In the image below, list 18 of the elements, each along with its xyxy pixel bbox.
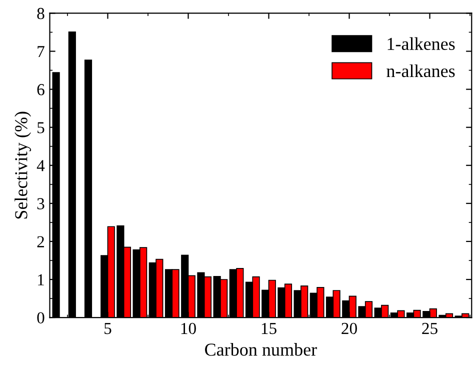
x-tick-label: 5	[104, 323, 112, 334]
legend-label: 1-alkenes	[388, 37, 455, 50]
legend-label: n-alkanes	[386, 64, 455, 78]
x-tick-label: 25	[422, 322, 438, 334]
y-tick-label: 3	[37, 198, 44, 210]
x-tick-label: 20	[342, 322, 357, 334]
y-tick-label: 7	[38, 46, 44, 58]
y-tick-label: 5	[38, 122, 44, 134]
y-axis-title: Selectivity (%)	[14, 112, 32, 219]
y-tick-label: 2	[37, 236, 44, 248]
y-tick-label: 6	[37, 84, 44, 96]
y-tick-label: 8	[37, 8, 44, 20]
y-tick-label: 0	[37, 312, 44, 324]
y-tick-label: 4	[36, 160, 45, 172]
x-tick-label: 10	[181, 322, 196, 334]
x-tick-label: 15	[262, 322, 276, 334]
y-tick-label: 1	[38, 274, 44, 286]
x-axis-title: Carbon number	[205, 343, 317, 356]
